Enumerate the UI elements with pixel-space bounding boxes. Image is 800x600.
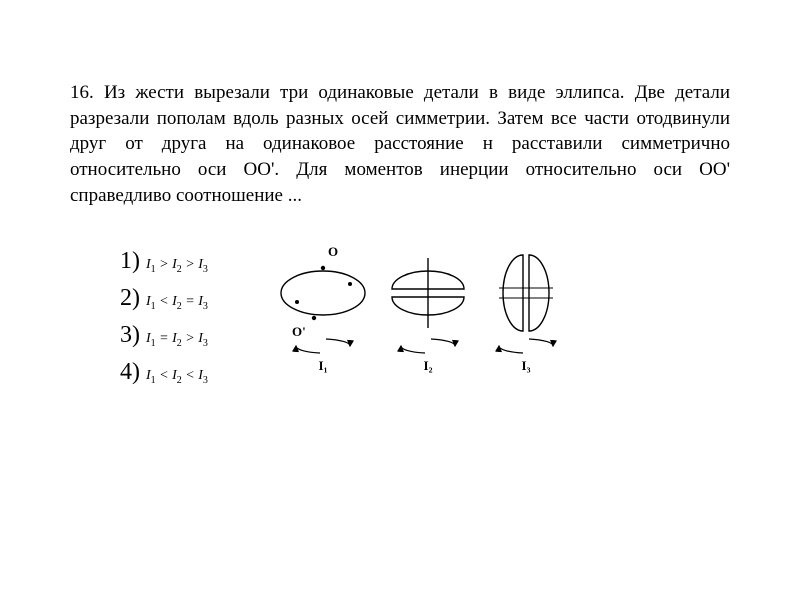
content-row: 1) I1 > I2 > I3 2) I1 < I2 = I3 3) I1 — [70, 248, 730, 388]
option-number: 4) — [120, 359, 140, 386]
question-text: 16. Из жести вырезали три одинаковые дет… — [70, 80, 730, 208]
option-2: 2) I1 < I2 = I3 — [120, 285, 208, 312]
svg-text:I₂: I₂ — [423, 358, 432, 373]
question-number: 16. — [70, 82, 94, 103]
option-number: 1) — [120, 248, 140, 275]
option-formula: I1 > I2 > I3 — [146, 257, 208, 275]
option-number: 2) — [120, 285, 140, 312]
question-body: Из жести вырезали три одинаковые детали … — [70, 82, 730, 206]
option-4: 4) I1 < I2 < I3 — [120, 359, 208, 386]
svg-text:O': O' — [292, 324, 306, 339]
svg-text:O: O — [328, 244, 338, 259]
option-formula: I1 = I2 > I3 — [146, 331, 208, 349]
option-formula: I1 < I2 = I3 — [146, 294, 208, 312]
svg-text:I₁: I₁ — [318, 358, 327, 373]
option-number: 3) — [120, 322, 140, 349]
diagram-panel: O O' I₁ I₂ I₃ — [268, 238, 568, 388]
option-3: 3) I1 = I2 > I3 — [120, 322, 208, 349]
options-list: 1) I1 > I2 > I3 2) I1 < I2 = I3 3) I1 — [120, 248, 208, 386]
option-formula: I1 < I2 < I3 — [146, 368, 208, 386]
physics-diagram: O O' I₁ I₂ I₃ — [268, 238, 568, 388]
svg-text:I₃: I₃ — [521, 358, 530, 373]
option-1: 1) I1 > I2 > I3 — [120, 248, 208, 275]
